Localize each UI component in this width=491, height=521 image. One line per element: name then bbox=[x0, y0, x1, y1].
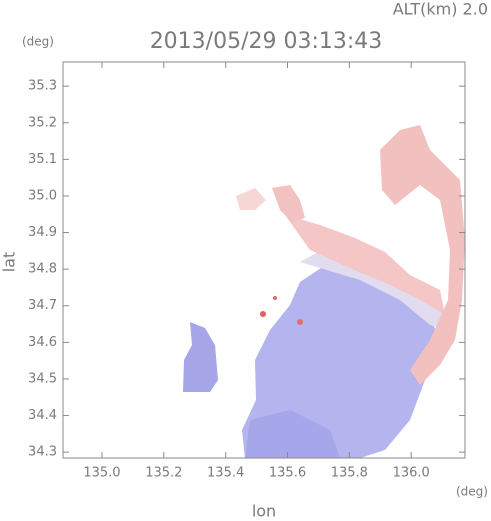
y-tick-label: 35.1 bbox=[28, 152, 57, 167]
y-tick-label: 34.8 bbox=[28, 262, 57, 277]
echo-pink-left bbox=[236, 188, 266, 210]
echo-red-spot bbox=[260, 311, 266, 317]
echo-blue-dark bbox=[245, 410, 340, 458]
y-tick-label: 34.5 bbox=[28, 371, 57, 386]
y-tick-label: 34.7 bbox=[28, 298, 57, 313]
y-tick-label: 34.3 bbox=[28, 445, 57, 460]
echo-pink-arc bbox=[380, 125, 465, 385]
echo-pink-small bbox=[272, 185, 305, 222]
x-axis-label: lon bbox=[252, 502, 276, 521]
echo-red-spot bbox=[297, 319, 303, 325]
plot-frame bbox=[62, 61, 466, 459]
echo-blue bbox=[242, 262, 445, 458]
echo-pink-band bbox=[285, 215, 445, 315]
y-tick-label: 34.9 bbox=[28, 225, 57, 240]
y-tick-label: 34.4 bbox=[28, 408, 57, 423]
echo-mix bbox=[300, 240, 448, 330]
subtitle: ALT(km) 2.0 bbox=[393, 0, 488, 19]
x-tick-label: 136.0 bbox=[393, 466, 430, 481]
x-unit: (deg) bbox=[456, 485, 488, 499]
x-tick-label: 135.4 bbox=[207, 466, 244, 481]
y-tick-label: 35.3 bbox=[28, 79, 57, 94]
y-tick-label: 35.2 bbox=[28, 115, 57, 130]
y-tick-label: 34.6 bbox=[28, 335, 57, 350]
echo-red-spot bbox=[273, 296, 277, 300]
x-tick-label: 135.6 bbox=[269, 466, 306, 481]
y-axis-label: lat bbox=[0, 252, 19, 273]
radar-field bbox=[183, 125, 465, 458]
y-unit: (deg) bbox=[22, 35, 54, 49]
x-tick-label: 135.0 bbox=[83, 466, 120, 481]
x-tick-label: 135.2 bbox=[145, 466, 182, 481]
x-tick-label: 135.8 bbox=[331, 466, 368, 481]
chart-title: 2013/05/29 03:13:43 bbox=[150, 29, 383, 54]
y-tick-label: 35.0 bbox=[28, 188, 57, 203]
echo-blue-island bbox=[183, 322, 218, 392]
